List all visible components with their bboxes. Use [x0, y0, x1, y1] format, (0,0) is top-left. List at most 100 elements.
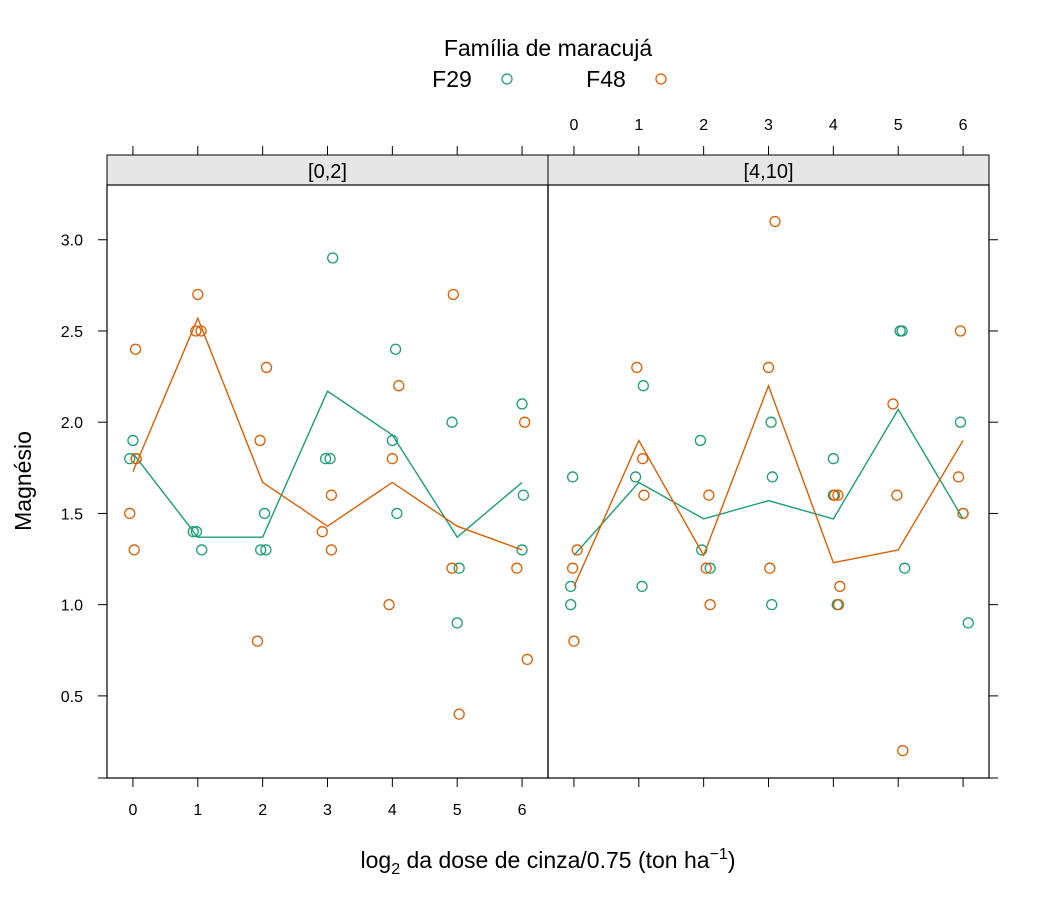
point-f48 — [521, 653, 533, 666]
point-f48 — [631, 361, 643, 374]
point-f48 — [571, 544, 583, 556]
y-tick-label: 1.5 — [61, 506, 83, 523]
point-f29 — [389, 343, 402, 355]
point-f29 — [629, 471, 642, 483]
x-tick-label: 4 — [388, 802, 397, 819]
point-f29 — [319, 453, 332, 465]
point-f48 — [638, 489, 650, 501]
point-f48 — [829, 489, 841, 501]
point-f29 — [694, 434, 707, 447]
legend-title: Família de maracujá — [444, 35, 653, 61]
legend: F29 F48 — [432, 66, 667, 92]
point-f29 — [696, 544, 708, 556]
point-f48 — [566, 562, 579, 574]
point-f29 — [260, 544, 272, 556]
point-f29 — [899, 562, 911, 574]
point-f29 — [766, 471, 779, 483]
point-f29 — [962, 617, 974, 629]
point-f48 — [316, 526, 328, 538]
point-f48 — [453, 708, 465, 720]
y-tick-label: 3.0 — [61, 233, 83, 250]
point-f48 — [251, 635, 264, 647]
point-f29 — [636, 580, 648, 593]
point-f48 — [129, 343, 142, 355]
point-f29 — [327, 252, 339, 264]
y-tick-label: 2.0 — [61, 415, 83, 432]
legend-label-f48: F48 — [586, 66, 626, 92]
x-axis-label-sub: 2 — [391, 861, 400, 878]
point-f48 — [124, 507, 136, 520]
point-f48 — [832, 599, 845, 611]
x-axis-label-close: ) — [728, 847, 736, 873]
y-axis-label: Magnésio — [10, 431, 36, 531]
y-tick-label: 0.5 — [61, 689, 83, 706]
x-tick-label: 6 — [959, 117, 968, 134]
point-f29 — [453, 562, 465, 574]
strip-panel-2 — [547, 154, 990, 186]
point-f29 — [954, 416, 967, 428]
plot-frame-panel-1 — [106, 184, 549, 779]
point-f48 — [568, 635, 580, 647]
point-f48 — [254, 434, 266, 447]
x-tick-label: 5 — [894, 117, 903, 134]
point-f29 — [258, 507, 271, 520]
legend-label-f29: F29 — [432, 66, 472, 92]
strip-label: [4,10] — [743, 161, 793, 183]
point-f29 — [896, 325, 908, 337]
legend-marker-f48 — [655, 73, 667, 85]
point-f48 — [325, 544, 338, 556]
point-f29 — [391, 507, 403, 520]
x-tick-label: 5 — [453, 802, 462, 819]
point-f48 — [762, 361, 775, 374]
point-f48 — [957, 507, 969, 520]
point-f29 — [516, 544, 528, 556]
point-f48 — [700, 562, 712, 574]
mean-line-f29 — [132, 390, 523, 539]
point-f29 — [451, 617, 463, 629]
x-tick-label: 2 — [258, 802, 267, 819]
point-f48 — [834, 580, 846, 593]
point-f48 — [325, 489, 338, 501]
point-f48 — [703, 489, 715, 501]
point-f29 — [255, 544, 267, 556]
point-f29 — [517, 489, 530, 501]
point-f48 — [704, 599, 716, 611]
x-axis-label: log2 da dose de cinza/0.75 (ton ha−1) — [361, 846, 736, 878]
x-axis-label-sup: −1 — [710, 846, 728, 863]
mean-line-f48 — [132, 316, 523, 551]
strip-label: [0,2] — [308, 161, 347, 183]
point-f48 — [393, 380, 405, 392]
point-f48 — [954, 325, 967, 337]
x-tick-label: 0 — [569, 117, 578, 134]
point-f48 — [832, 489, 844, 501]
point-f48 — [887, 398, 899, 410]
point-f29 — [516, 398, 528, 410]
point-f29 — [386, 434, 399, 447]
point-f48 — [511, 562, 523, 574]
point-f29 — [704, 562, 716, 574]
strip-panel-1 — [106, 154, 549, 186]
x-tick-label: 2 — [699, 117, 708, 134]
point-f29 — [827, 453, 840, 465]
point-f48 — [192, 288, 204, 301]
plot-frame-panel-2 — [547, 184, 990, 779]
point-f29 — [637, 380, 649, 392]
point-f48 — [383, 599, 395, 611]
point-f48 — [190, 325, 202, 337]
y-tick-label: 2.5 — [61, 324, 83, 341]
x-tick-label: 3 — [764, 117, 773, 134]
point-f29 — [766, 599, 778, 611]
panel-1: [0,2] 0 1 2 3 4 5 6 0.5 1.0 1.5 2.0 2.5 3.0 — [61, 146, 549, 819]
point-f48 — [130, 453, 142, 465]
point-f48 — [891, 489, 903, 501]
point-f48 — [446, 562, 458, 574]
legend-marker-f29 — [501, 73, 513, 85]
point-f29 — [566, 471, 579, 483]
point-f48 — [952, 471, 965, 483]
x-axis-label-rest: da dose de cinza/0.75 (ton ha — [400, 847, 710, 873]
point-f48 — [260, 361, 273, 374]
x-tick-label: 1 — [193, 802, 202, 819]
point-f48 — [447, 288, 459, 301]
point-f29 — [446, 416, 458, 428]
